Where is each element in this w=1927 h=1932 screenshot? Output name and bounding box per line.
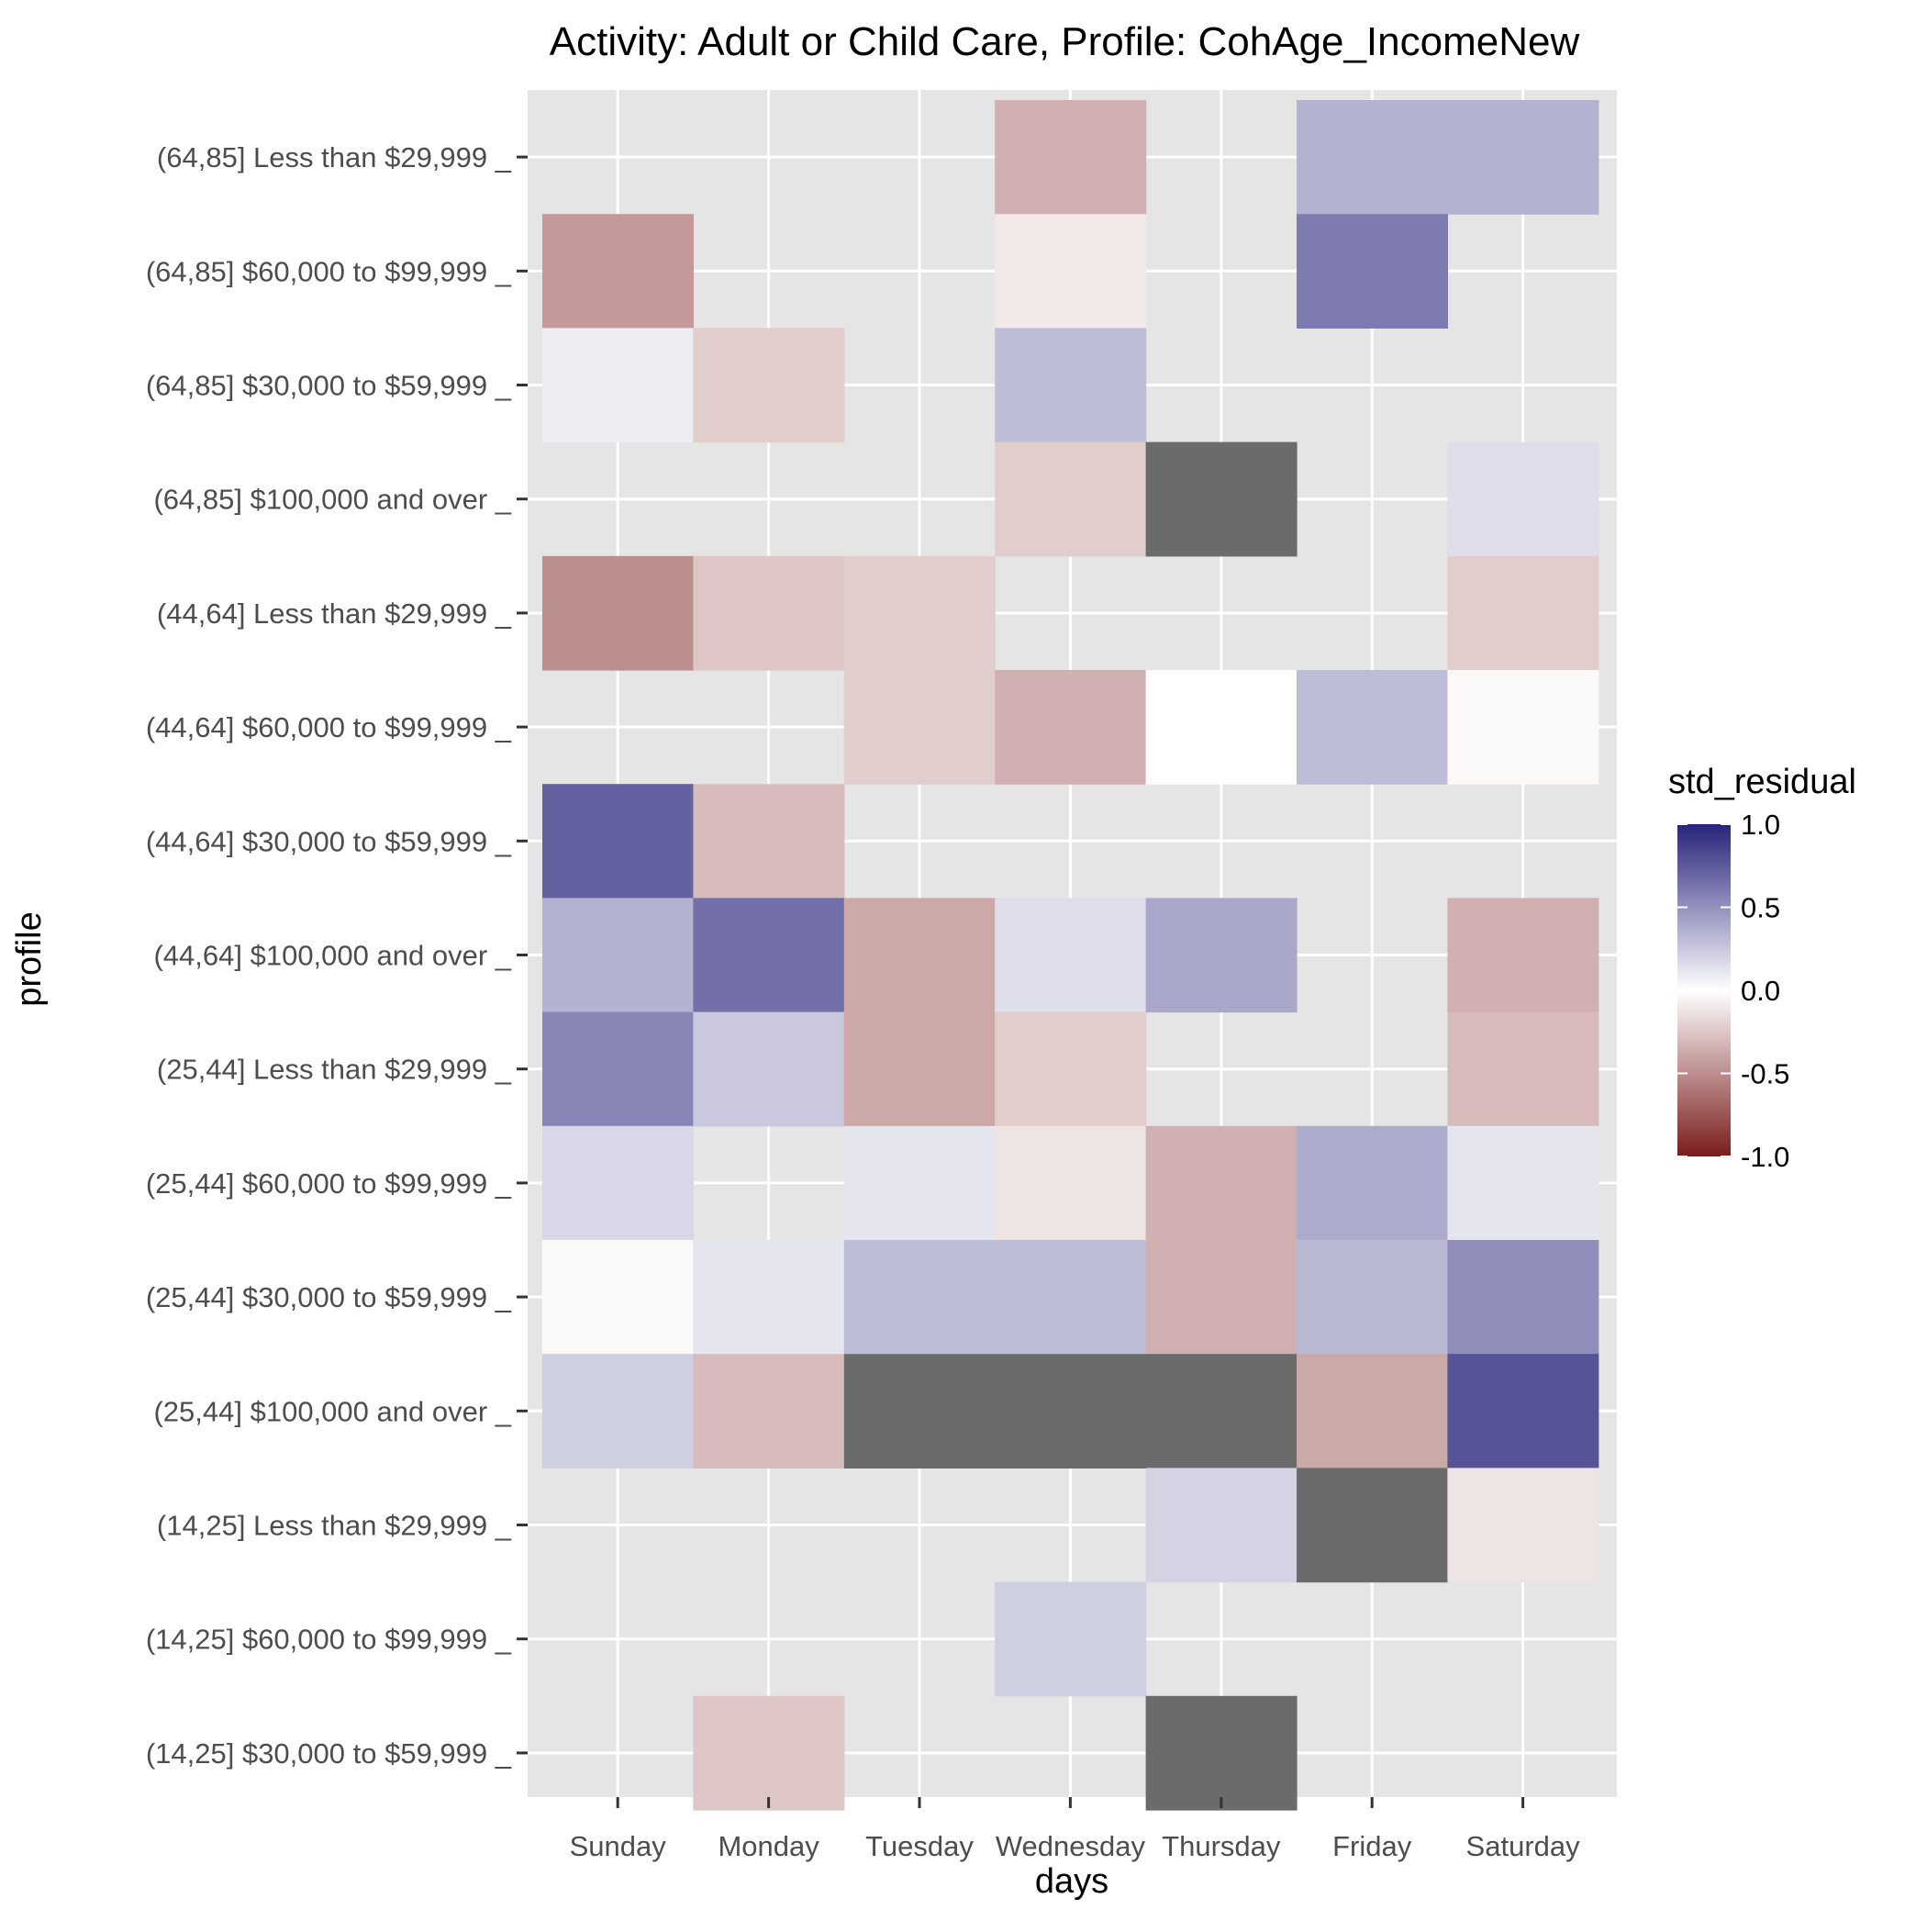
- heatmap-cell: [693, 1354, 845, 1469]
- legend-tick-label: -0.5: [1741, 1058, 1789, 1090]
- heatmap-cell: [995, 1354, 1147, 1469]
- heatmap-cell: [693, 1695, 845, 1811]
- heatmap-cell: [542, 784, 694, 899]
- x-axis: Sunday Monday Tuesday Wednesday Thursday Frid…: [570, 1797, 1581, 1862]
- heatmap-cell: [843, 555, 996, 671]
- y-tick-label: (44,64] Less than $29,999 _: [157, 597, 512, 630]
- heatmap-cell: [995, 1011, 1147, 1127]
- heatmap-cell: [1145, 898, 1298, 1013]
- x-tick-label: Sunday: [570, 1830, 667, 1862]
- y-tick-label: (14,25] $30,000 to $59,999 _: [146, 1737, 512, 1770]
- heatmap-cell: [1145, 1468, 1298, 1583]
- heatmap-cell: [542, 1240, 694, 1355]
- legend-ticks: 1.0 0.5 0.0 -0.5 -1.0: [1677, 809, 1789, 1173]
- heatmap-cell: [995, 670, 1147, 785]
- heatmap-cell: [995, 1240, 1147, 1355]
- heatmap-cell: [1297, 1354, 1448, 1469]
- legend-tick-label: 0.0: [1741, 975, 1780, 1007]
- heatmap-cell: [995, 100, 1147, 215]
- heatmap-cell: [542, 1354, 694, 1469]
- y-tick-label: (44,64] $60,000 to $99,999 _: [146, 711, 512, 743]
- x-tick-label: Wednesday: [996, 1830, 1146, 1862]
- heatmap-cell: [1447, 100, 1599, 215]
- heatmap-cell: [1297, 214, 1448, 329]
- heatmap-cell: [693, 898, 845, 1013]
- y-tick-label: (25,44] $30,000 to $59,999 _: [146, 1281, 512, 1313]
- x-axis-title: days: [1035, 1862, 1108, 1901]
- legend: std_residual 1.0 0.5 0.0 -0.5 -1.0: [1668, 763, 1856, 1173]
- heatmap-cell: [1447, 555, 1599, 671]
- legend-tick-label: -1.0: [1741, 1141, 1789, 1173]
- heatmap-cell: [1297, 670, 1448, 785]
- x-tick-label: Tuesday: [865, 1830, 974, 1862]
- heatmap-cell: [995, 1581, 1147, 1697]
- heatmap-cell: [1297, 1240, 1448, 1355]
- y-tick-label: (64,85] Less than $29,999 _: [157, 141, 512, 173]
- heatmap-cell: [995, 214, 1147, 329]
- legend-tick-label: 0.5: [1741, 892, 1780, 924]
- heatmap-cell: [995, 1125, 1147, 1241]
- heatmap-cells: [542, 100, 1599, 1811]
- x-tick-label: Thursday: [1162, 1830, 1281, 1862]
- heatmap-cell: [1145, 1125, 1298, 1241]
- heatmap-cell: [1447, 670, 1599, 785]
- y-axis: (64,85] Less than $29,999 _ (64,85] $60,0…: [146, 141, 528, 1770]
- y-tick-label: (25,44] Less than $29,999 _: [157, 1054, 512, 1086]
- heatmap-cell: [693, 1240, 845, 1355]
- heatmap-cell: [542, 555, 694, 671]
- y-tick-label: (44,64] $30,000 to $59,999 _: [146, 825, 512, 857]
- heatmap-cell: [1145, 1695, 1298, 1811]
- legend-tick-label: 1.0: [1741, 809, 1780, 841]
- x-tick-label: Monday: [718, 1830, 819, 1862]
- heatmap-cell: [1145, 670, 1298, 785]
- heatmap-cell: [693, 784, 845, 899]
- y-tick-label: (64,85] $60,000 to $99,999 _: [146, 255, 512, 287]
- y-tick-label: (14,25] Less than $29,999 _: [157, 1510, 512, 1542]
- heatmap-cell: [542, 328, 694, 443]
- heatmap-cell: [843, 1354, 996, 1469]
- x-tick-label: Saturday: [1466, 1830, 1581, 1862]
- heatmap-cell: [1297, 1125, 1448, 1241]
- heatmap-cell: [542, 214, 694, 329]
- heatmap-cell: [995, 441, 1147, 557]
- heatmap-cell: [693, 555, 845, 671]
- chart-title: Activity: Adult or Child Care, Profile: …: [550, 19, 1580, 64]
- heatmap-cell: [542, 1125, 694, 1241]
- heatmap-cell: [542, 1011, 694, 1127]
- legend-title: std_residual: [1668, 763, 1856, 801]
- heatmap-cell: [1297, 100, 1448, 215]
- heatmap-cell: [995, 898, 1147, 1013]
- y-tick-label: (64,85] $100,000 and over _: [153, 484, 511, 516]
- heatmap-cell: [1447, 1011, 1599, 1127]
- heatmap-cell: [693, 328, 845, 443]
- heatmap-cell: [843, 670, 996, 785]
- heatmap-cell: [1447, 1468, 1599, 1583]
- heatmap-cell: [542, 898, 694, 1013]
- heatmap-cell: [1447, 898, 1599, 1013]
- heatmap-cell: [1297, 1468, 1448, 1583]
- heatmap-cell: [1145, 1354, 1298, 1469]
- heatmap-cell: [995, 328, 1147, 443]
- heatmap-cell: [1145, 441, 1298, 557]
- heatmap-cell: [693, 1011, 845, 1127]
- heatmap-cell: [843, 1125, 996, 1241]
- y-tick-label: (25,44] $60,000 to $99,999 _: [146, 1167, 512, 1200]
- heatmap-cell: [843, 1011, 996, 1127]
- heatmap-cell: [843, 1240, 996, 1355]
- heatmap-cell: [1145, 1240, 1298, 1355]
- y-tick-label: (44,64] $100,000 and over _: [153, 940, 511, 972]
- y-tick-label: (25,44] $100,000 and over _: [153, 1395, 511, 1427]
- y-tick-label: (64,85] $30,000 to $59,999 _: [146, 370, 512, 402]
- heatmap-cell: [843, 898, 996, 1013]
- y-axis-title: profile: [10, 911, 49, 1007]
- heatmap-cell: [1447, 441, 1599, 557]
- heatmap-cell: [1447, 1125, 1599, 1241]
- x-tick-label: Friday: [1332, 1830, 1412, 1862]
- heatmap-cell: [1447, 1240, 1599, 1355]
- y-tick-label: (14,25] $60,000 to $99,999 _: [146, 1624, 512, 1656]
- heatmap-cell: [1447, 1354, 1599, 1469]
